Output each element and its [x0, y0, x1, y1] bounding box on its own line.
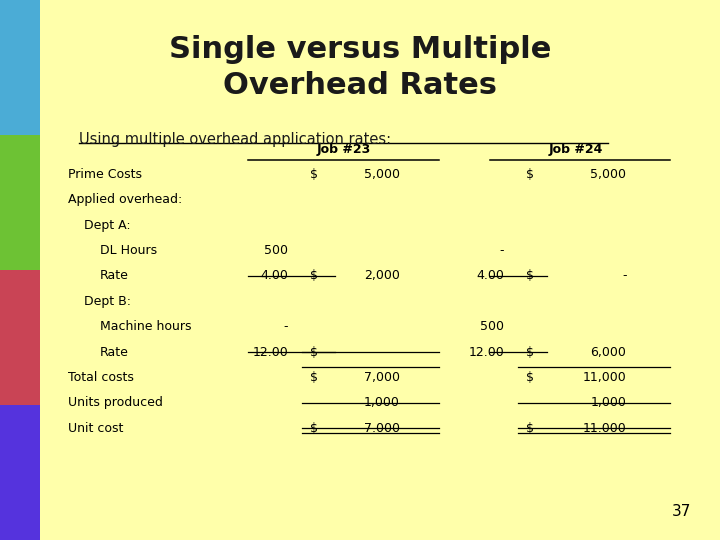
- Text: 5,000: 5,000: [590, 168, 626, 181]
- Text: -: -: [500, 244, 504, 257]
- Text: Job #23: Job #23: [316, 143, 371, 156]
- Text: 1,000: 1,000: [590, 396, 626, 409]
- Text: Rate: Rate: [100, 346, 129, 359]
- Text: $: $: [526, 346, 534, 359]
- Text: $: $: [526, 371, 534, 384]
- Text: Using multiple overhead application rates:: Using multiple overhead application rate…: [79, 132, 392, 147]
- Text: Prime Costs: Prime Costs: [68, 168, 143, 181]
- Text: 7.000: 7.000: [364, 422, 400, 435]
- Text: 11,000: 11,000: [582, 371, 626, 384]
- Text: 2,000: 2,000: [364, 269, 400, 282]
- Text: Single versus Multiple
Overhead Rates: Single versus Multiple Overhead Rates: [168, 35, 552, 100]
- Text: Rate: Rate: [100, 269, 129, 282]
- Text: 37: 37: [672, 504, 691, 519]
- Text: 12.00: 12.00: [468, 346, 504, 359]
- Text: Dept B:: Dept B:: [84, 295, 131, 308]
- Text: Units produced: Units produced: [68, 396, 163, 409]
- Text: Applied overhead:: Applied overhead:: [68, 193, 183, 206]
- Text: Dept A:: Dept A:: [84, 219, 131, 232]
- Text: $: $: [310, 168, 318, 181]
- Text: $: $: [526, 168, 534, 181]
- Text: 500: 500: [264, 244, 288, 257]
- Text: 5,000: 5,000: [364, 168, 400, 181]
- Text: $: $: [526, 269, 534, 282]
- Text: 4.00: 4.00: [476, 269, 504, 282]
- Text: Job #24: Job #24: [549, 143, 603, 156]
- Text: 4.00: 4.00: [260, 269, 288, 282]
- Text: $: $: [310, 346, 318, 359]
- Text: 11.000: 11.000: [582, 422, 626, 435]
- Text: -: -: [622, 269, 626, 282]
- Text: $: $: [310, 371, 318, 384]
- Text: Total costs: Total costs: [68, 371, 134, 384]
- Text: 1,000: 1,000: [364, 396, 400, 409]
- Text: $: $: [310, 269, 318, 282]
- Text: $: $: [310, 422, 318, 435]
- Text: 7,000: 7,000: [364, 371, 400, 384]
- Text: 6,000: 6,000: [590, 346, 626, 359]
- Text: 500: 500: [480, 320, 504, 333]
- Text: DL Hours: DL Hours: [100, 244, 157, 257]
- Text: -: -: [395, 346, 400, 359]
- Text: Machine hours: Machine hours: [100, 320, 192, 333]
- Text: -: -: [284, 320, 288, 333]
- Text: 12.00: 12.00: [252, 346, 288, 359]
- Text: Unit cost: Unit cost: [68, 422, 124, 435]
- Text: $: $: [526, 422, 534, 435]
